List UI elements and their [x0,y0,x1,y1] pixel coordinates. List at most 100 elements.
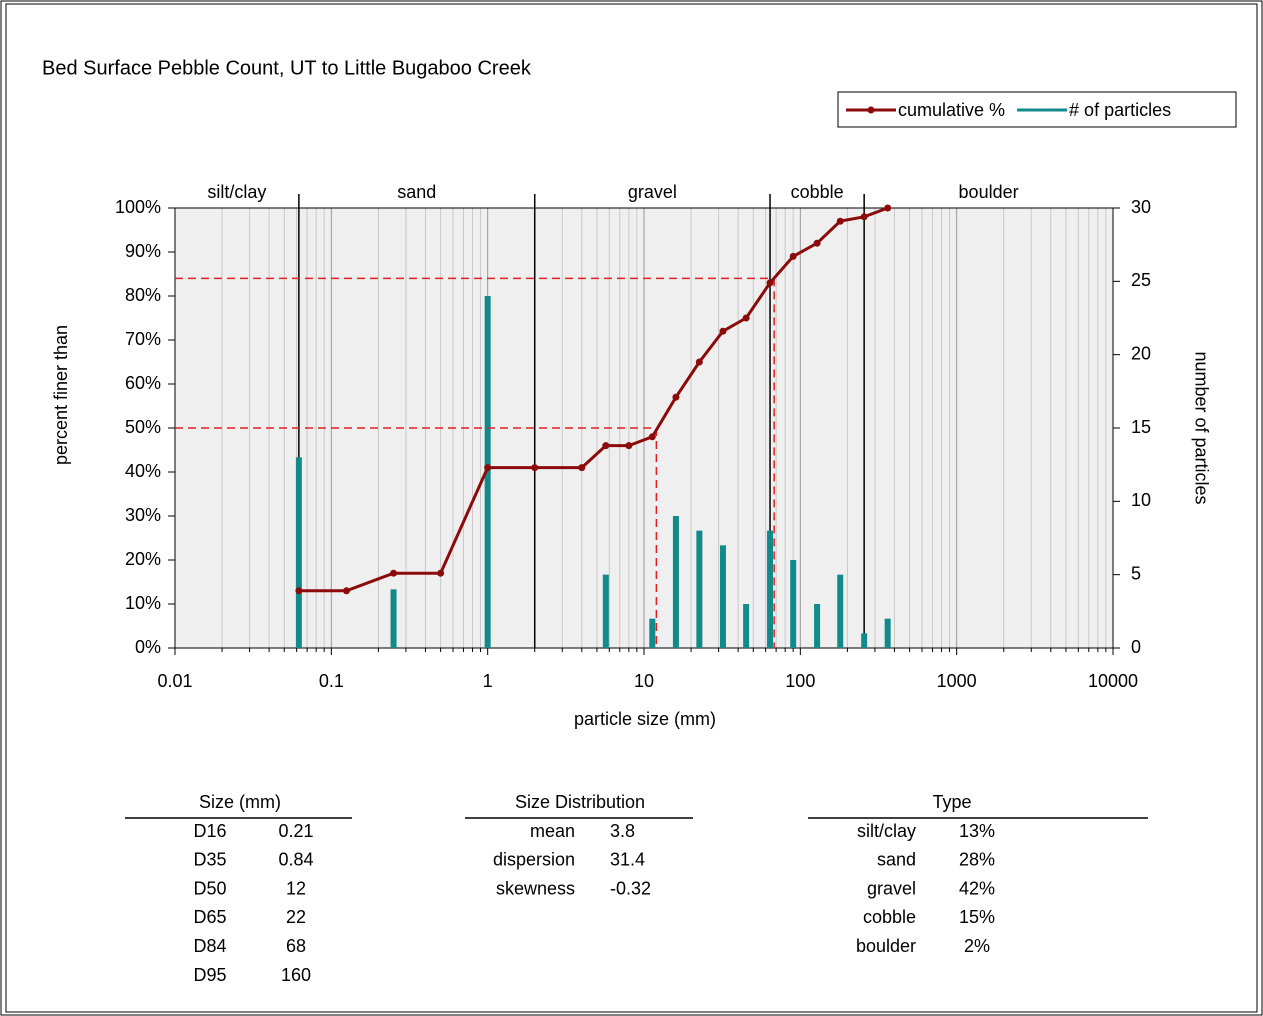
y-tick-label: 80% [125,285,161,305]
y-tick-label: 50% [125,417,161,437]
bar [814,604,821,648]
y2-tick-label: 30 [1131,197,1151,217]
x-tick-label: 0.1 [319,671,344,691]
class-label: silt/clay [207,182,266,202]
y2-tick-label: 0 [1131,637,1141,657]
x-tick-label: 0.01 [157,671,192,691]
y-tick-label: 70% [125,329,161,349]
point [437,569,445,577]
point [672,393,680,401]
table-cell-name: sand [877,850,916,870]
table-cell-value: 15% [959,907,995,927]
x-tick-label: 1 [483,671,493,691]
inner-frame [5,3,1258,1013]
bar [719,545,726,648]
point [813,239,821,247]
table-cell-name: silt/clay [857,821,916,841]
y2-axis-label: number of particles [1191,351,1211,504]
point [531,464,539,472]
table-cell-value: 12 [286,878,306,898]
bar [696,530,703,648]
table-cell-value: 0.21 [278,821,313,841]
bar [861,633,868,648]
bar [790,560,797,648]
table-cell-value: 3.8 [610,821,635,841]
point [789,252,797,260]
table-cell-value: 2% [964,936,990,956]
point [766,279,774,287]
point [578,464,586,472]
y2-tick-label: 20 [1131,343,1151,363]
table-cell-value: 68 [286,936,306,956]
table-cell-value: 160 [281,965,311,985]
y2-tick-label: 10 [1131,490,1151,510]
point [484,464,492,472]
bar [743,604,750,648]
bar [602,574,609,648]
y-tick-label: 20% [125,549,161,569]
bar [884,618,891,648]
y2-tick-label: 25 [1131,270,1151,290]
table-cell-value: 13% [959,821,995,841]
y2-tick-label: 5 [1131,563,1141,583]
point [390,569,398,577]
table-cell-name: skewness [496,878,575,898]
table-cell-name: D84 [193,936,226,956]
y-tick-label: 40% [125,461,161,481]
y-tick-label: 100% [115,197,161,217]
point [884,204,892,212]
bar [390,589,397,648]
class-label: sand [397,182,436,202]
bar [484,296,491,648]
y-tick-label: 10% [125,593,161,613]
table-cell-value: -0.32 [610,878,651,898]
table-cell-name: D35 [193,850,226,870]
x-tick-label: 10 [634,671,654,691]
bar [672,516,679,648]
point [625,442,633,450]
table-cell-name: dispersion [493,850,575,870]
bar [837,574,844,648]
table-cell-value: 0.84 [278,850,313,870]
table-cell-value: 31.4 [610,850,645,870]
point [742,314,750,322]
table-cell-name: D50 [193,878,226,898]
y-tick-label: 90% [125,241,161,261]
y-tick-label: 30% [125,505,161,525]
table-title: Size (mm) [199,792,281,812]
table-cell-name: D16 [193,821,226,841]
x-tick-label: 100 [785,671,815,691]
point [860,213,868,221]
class-label: boulder [959,182,1019,202]
bar [649,618,656,648]
legend-marker [867,106,875,114]
table-title: Size Distribution [515,792,645,812]
table-cell-name: D65 [193,907,226,927]
y-tick-label: 60% [125,373,161,393]
table-cell-value: 28% [959,850,995,870]
x-tick-label: 10000 [1088,671,1138,691]
point [295,587,303,595]
table-title: Type [932,792,971,812]
point [719,327,727,335]
table-cell-name: gravel [867,878,916,898]
line [298,206,889,593]
x-tick-label: 1000 [937,671,977,691]
table-cell-value: 22 [286,907,306,927]
table-cell-name: D95 [193,965,226,985]
chart-title: Bed Surface Pebble Count, UT to Little B… [42,57,532,79]
class-label: gravel [628,182,677,202]
y-axis-label: percent finer than [51,325,71,465]
legend-label: cumulative % [898,100,1005,120]
legend-label: # of particles [1069,100,1171,120]
bar [295,457,302,648]
point [695,358,703,366]
table-cell-value: 42% [959,878,995,898]
class-label: cobble [791,182,844,202]
x-axis-label: particle size (mm) [574,709,716,729]
point [836,217,844,225]
point [342,587,350,595]
point [602,442,610,450]
